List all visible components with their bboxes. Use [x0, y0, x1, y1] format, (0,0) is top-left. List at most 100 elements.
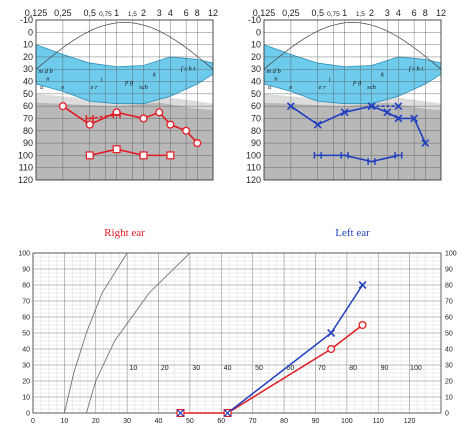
data-point [58, 102, 67, 111]
y-tick-label-right: 80 [445, 283, 453, 290]
series-air-conduction-masked [85, 111, 121, 122]
y-tick-label: 30 [251, 64, 261, 74]
data-point-cross [223, 409, 232, 417]
y-tick-label-left: 70 [22, 299, 30, 306]
y-tick-label-left: 50 [22, 331, 30, 338]
x-tick-label: 100 [341, 418, 353, 425]
phoneme-label: i [101, 77, 103, 84]
data-point [313, 151, 322, 159]
y-tick-label: 100 [18, 150, 33, 160]
x-tick-label: 0,75 [327, 11, 340, 18]
inner-axis-label: 60 [286, 365, 294, 372]
y-tick-label: 100 [246, 150, 261, 160]
x-tick-label: 4 [396, 8, 401, 18]
phoneme-label: u [268, 84, 272, 91]
data-point [155, 108, 164, 117]
y-tick-label: 40 [23, 77, 33, 87]
y-tick-label-left: 100 [18, 251, 30, 258]
left-audiogram: -10 0 10 20 30 40 50 60 70 80 90 100 110 120 0,125 0,25… [246, 8, 446, 239]
y-tick-label-left: 10 [22, 395, 30, 402]
y-tick-label: -10 [248, 15, 261, 25]
phoneme-label: f s h t [181, 65, 195, 72]
y-tick-label-right: 10 [445, 395, 453, 402]
data-point [112, 111, 121, 119]
x-tick-label: 110 [373, 418, 384, 425]
series-floor-series [176, 409, 232, 418]
y-tick-label-right: 50 [445, 331, 453, 338]
y-tick-label: 80 [251, 126, 261, 136]
inner-axis-label: 50 [255, 365, 263, 372]
x-tick-label: 6 [184, 8, 189, 18]
series-bone-conduction [85, 145, 175, 160]
inner-axis-label: 40 [224, 365, 232, 372]
phoneme-label: e [289, 84, 292, 91]
x-tick-label: 12 [208, 8, 218, 18]
x-tick-label: 0,125 [253, 8, 276, 18]
data-point [286, 102, 295, 111]
data-point [367, 102, 376, 111]
data-point [139, 151, 148, 160]
phoneme-label: p g [352, 79, 362, 86]
x-tick-label: 1 [114, 8, 119, 18]
phoneme-label: n [274, 75, 277, 82]
data-point [327, 344, 336, 354]
phoneme-label: sch [367, 84, 376, 91]
x-tick-label: 0,25 [54, 8, 72, 18]
x-tick-label: 1,5 [356, 11, 365, 18]
y-tick-label: 50 [251, 89, 261, 99]
x-tick-label: 20 [92, 418, 100, 425]
x-tick-label: 50 [186, 418, 194, 425]
data-point [85, 115, 94, 122]
data-point [193, 139, 202, 148]
x-tick-label: 3 [157, 8, 162, 18]
data-point [313, 120, 322, 129]
data-point [383, 108, 392, 117]
data-point [340, 108, 349, 117]
phoneme-label: i [329, 77, 331, 84]
plot-border [32, 252, 442, 414]
y-tick-label: 70 [23, 113, 33, 123]
data-point [112, 145, 121, 154]
inner-axis-label: 90 [381, 365, 389, 372]
series-line [317, 154, 399, 163]
data-point [394, 114, 403, 123]
y-tick-label: 90 [23, 138, 33, 148]
x-tick-label: 0 [31, 418, 35, 425]
phoneme-label: n [46, 75, 49, 82]
series-line [290, 105, 427, 144]
plot-border [35, 19, 214, 181]
inner-axis-label: 70 [318, 365, 326, 372]
data-point [182, 126, 191, 135]
series-air-conduction [58, 102, 202, 148]
phoneme-label: k [153, 72, 156, 79]
data-point [327, 329, 336, 337]
y-tick-label-left: 0 [26, 411, 30, 418]
y-tick-label: 10 [251, 40, 261, 50]
x-tick-label: 90 [312, 418, 320, 425]
data-point-cross [176, 409, 185, 417]
series-air-conduction-masked [367, 102, 403, 111]
y-tick-label: 90 [251, 138, 261, 148]
y-tick-label: 40 [251, 77, 261, 87]
y-tick-label-right: 100 [445, 251, 457, 258]
reference-curve [63, 252, 128, 414]
x-tick-label: 10 [60, 418, 68, 425]
y-tick-label-left: 30 [22, 363, 30, 370]
y-tick-label: 120 [18, 175, 33, 185]
x-tick-label: 4 [168, 8, 173, 18]
right-audiogram: -10 0 10 20 30 40 50 60 70 80 90 100 110 120 0,125 0,25… [18, 8, 218, 239]
phoneme-label: u [40, 84, 44, 91]
series-line [89, 113, 117, 120]
y-tick-label-right: 40 [445, 347, 453, 354]
comfort-curve [263, 22, 442, 70]
data-point [166, 120, 175, 129]
y-tick-label-right: 0 [445, 411, 449, 418]
phoneme-label: sch [139, 84, 148, 91]
y-tick-label-right: 70 [445, 299, 453, 306]
x-tick-label: 0,5 [312, 8, 325, 18]
inner-axis-label: 20 [161, 365, 169, 372]
y-tick-label: 20 [23, 52, 33, 62]
data-point [85, 120, 94, 129]
phoneme-label: f s h t [409, 65, 423, 72]
